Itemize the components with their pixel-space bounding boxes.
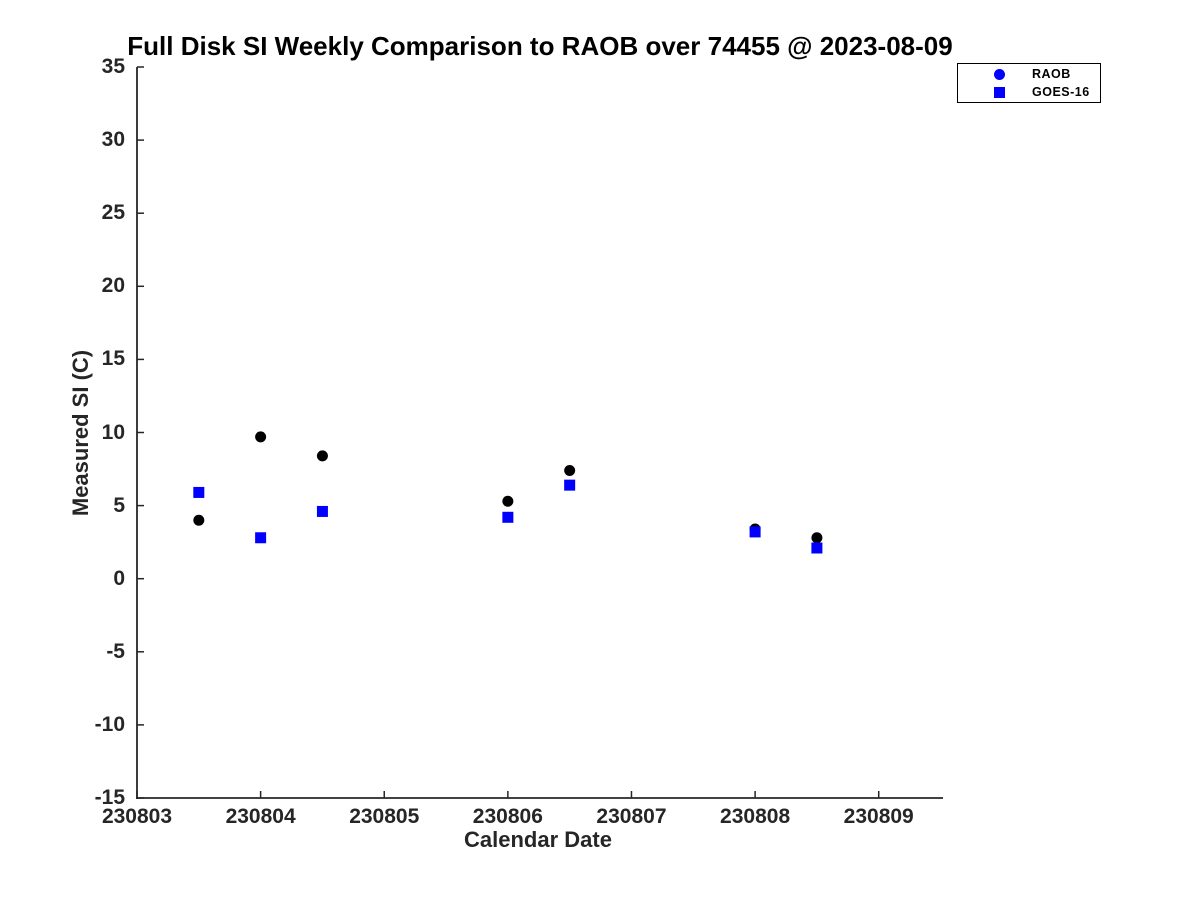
data-point-raob: [811, 532, 823, 544]
legend: RAOB GOES-16: [957, 63, 1101, 103]
y-tick-label: 15: [101, 347, 125, 371]
legend-label-raob: RAOB: [1032, 67, 1071, 81]
legend-item-goes16: GOES-16: [958, 85, 1100, 100]
data-point-goes-16: [502, 511, 514, 523]
data-point-raob: [193, 514, 205, 526]
y-tick-label: -5: [106, 639, 125, 663]
data-point-raob: [255, 431, 267, 443]
data-point-raob: [316, 450, 328, 462]
y-tick-label: 20: [101, 274, 125, 298]
data-point-goes-16: [193, 486, 205, 498]
data-point-goes-16: [564, 479, 576, 491]
chart-title: Full Disk SI Weekly Comparison to RAOB o…: [127, 31, 953, 61]
y-tick-label: 10: [101, 420, 125, 444]
x-tick-label: 230803: [101, 805, 173, 828]
x-tick-label: 230807: [596, 805, 667, 828]
y-tick-label: -15: [94, 786, 125, 809]
data-point-goes-16: [255, 532, 267, 544]
y-tick-label: 25: [101, 201, 125, 225]
x-tick-label: 230808: [720, 805, 791, 828]
data-point-raob: [502, 495, 514, 507]
goes16-square-marker-icon: [994, 86, 1005, 98]
x-tick-label: 230805: [349, 805, 420, 828]
y-tick-label: -10: [94, 712, 125, 736]
x-axis-label: Calendar Date: [464, 827, 612, 852]
data-point-goes-16: [811, 542, 823, 554]
x-tick-label: 230806: [472, 805, 543, 828]
data-point-goes-16: [316, 505, 328, 517]
y-tick-label: 35: [101, 55, 125, 78]
legend-item-raob: RAOB: [958, 67, 1100, 82]
x-tick-label: 230804: [225, 805, 296, 828]
y-tick-label: 30: [101, 128, 125, 152]
data-point-goes-16: [749, 526, 761, 538]
y-tick-label: 0: [113, 566, 125, 590]
raob-circle-marker-icon: [994, 68, 1005, 80]
data-point-raob: [564, 465, 576, 477]
legend-label-goes16: GOES-16: [1032, 85, 1090, 99]
y-tick-label: 5: [113, 493, 125, 517]
x-tick-label: 230809: [843, 805, 914, 828]
